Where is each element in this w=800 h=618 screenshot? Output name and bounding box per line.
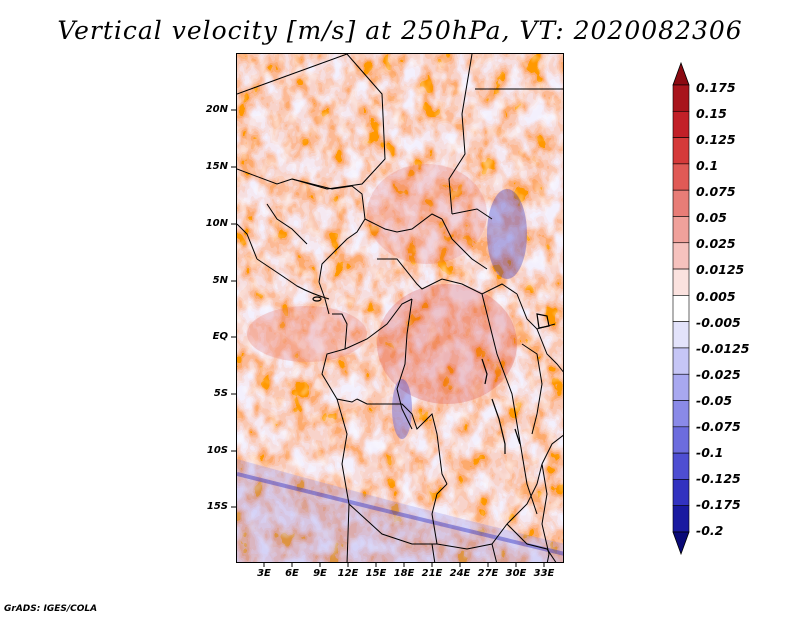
lat-label-20n: 20N — [205, 104, 228, 115]
lat-label-10s: 10S — [206, 445, 228, 456]
lon-label-12e: 12E — [337, 568, 359, 579]
colorbar-cap-top — [672, 61, 690, 86]
colorbar-segment — [672, 295, 690, 322]
map-title: Vertical velocity [m/s] at 250hPa, VT: 2… — [57, 16, 743, 45]
lake-outlines — [312, 296, 550, 454]
colorbar-segment — [672, 242, 690, 270]
colorbar-label-11: -0.025 — [696, 367, 741, 382]
colorbar-label-13: -0.075 — [696, 419, 741, 434]
lat-label-5n: 5N — [212, 275, 228, 286]
lon-label-6e: 6E — [285, 568, 299, 579]
colorbar-segment — [672, 505, 690, 533]
colorbar-label-16: -0.175 — [696, 497, 741, 512]
lat-label-10n: 10N — [205, 218, 228, 229]
lon-label-3e: 3E — [257, 568, 271, 579]
lat-label-15s: 15S — [206, 501, 228, 512]
colorbar-label-14: -0.1 — [696, 445, 724, 460]
colorbar-label-3: 0.1 — [696, 158, 719, 173]
colorbar-label-17: -0.2 — [696, 523, 724, 538]
grads-credit: GrADS: IGES/COLA — [4, 604, 98, 614]
colorbar-segment — [672, 426, 690, 454]
colorbar-segment — [672, 479, 690, 507]
colorbar-label-7: 0.0125 — [696, 262, 745, 277]
colorbar-label-5: 0.05 — [696, 210, 727, 225]
lat-label-eq: EQ — [212, 331, 228, 342]
colorbar-segment — [672, 110, 690, 138]
colorbar-segment — [672, 400, 690, 428]
colorbar-label-0: 0.175 — [696, 80, 736, 95]
lon-label-27e: 27E — [477, 568, 499, 579]
lon-label-30e: 30E — [505, 568, 527, 579]
colorbar-segment — [672, 189, 690, 217]
colorbar-segments — [672, 84, 690, 533]
colorbar-label-1: 0.15 — [696, 106, 727, 121]
colorbar-label-9: -0.005 — [696, 315, 741, 330]
lon-label-9e: 9E — [313, 568, 327, 579]
colorbar-segment — [672, 452, 690, 480]
colorbar-label-6: 0.025 — [696, 236, 736, 251]
colorbar-label-4: 0.075 — [696, 184, 736, 199]
colorbar-label-10: -0.0125 — [696, 341, 750, 356]
lon-label-21e: 21E — [421, 568, 443, 579]
colorbar-label-2: 0.125 — [696, 132, 736, 147]
colorbar-segment — [672, 347, 690, 375]
colorbar — [672, 61, 690, 556]
country-borders — [237, 54, 563, 562]
colorbar-segment — [672, 268, 690, 296]
lon-label-18e: 18E — [393, 568, 415, 579]
colorbar-segment — [672, 137, 690, 165]
map-panel — [236, 53, 564, 563]
colorbar-label-12: -0.05 — [696, 393, 733, 408]
lat-label-15n: 15N — [205, 161, 228, 172]
colorbar-label-15: -0.125 — [696, 471, 741, 486]
velocity-field — [237, 54, 563, 562]
colorbar-segment — [672, 373, 690, 401]
lat-label-5s: 5S — [213, 388, 228, 399]
lon-label-24e: 24E — [449, 568, 471, 579]
lon-label-33e: 33E — [533, 568, 555, 579]
lon-label-15e: 15E — [365, 568, 387, 579]
colorbar-segment — [672, 163, 690, 191]
colorbar-label-8: 0.005 — [696, 289, 736, 304]
colorbar-cap-bottom — [672, 531, 690, 556]
colorbar-segment — [672, 84, 690, 112]
colorbar-segment — [672, 216, 690, 244]
colorbar-segment — [672, 321, 690, 349]
